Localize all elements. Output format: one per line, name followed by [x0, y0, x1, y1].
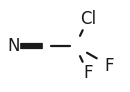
- Text: Cl: Cl: [80, 10, 96, 28]
- Text: F: F: [105, 57, 114, 75]
- Text: N: N: [8, 37, 20, 55]
- Text: F: F: [83, 64, 93, 82]
